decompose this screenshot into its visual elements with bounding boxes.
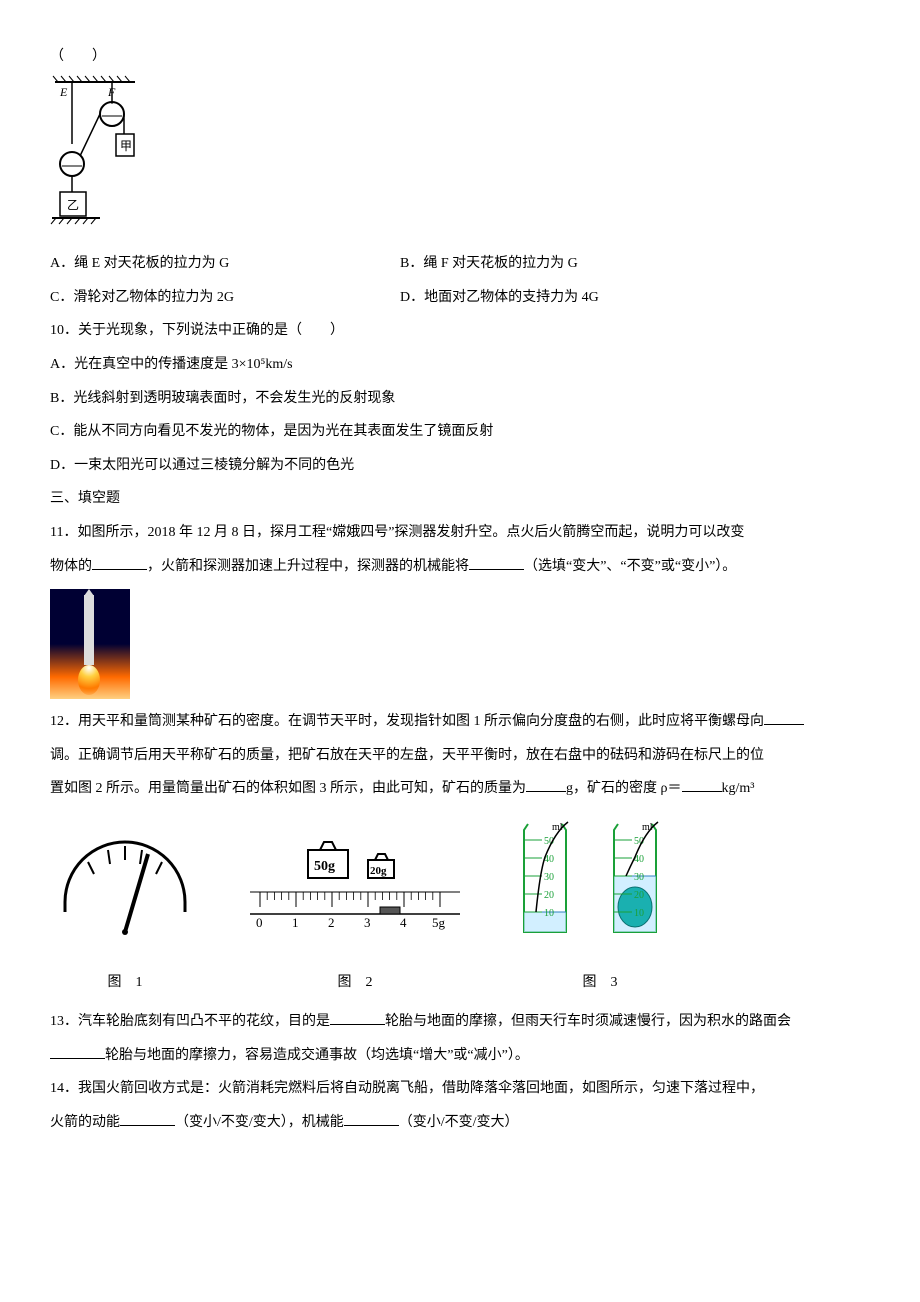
fig3-caption: 图 3 (510, 966, 690, 1000)
q9-optA: A．绳 E 对天花板的拉力为 G (50, 247, 400, 281)
q13-text-1a: 13．汽车轮胎底刻有凹凸不平的花纹，目的是 (50, 1014, 330, 1029)
q11-text-1d: （选填“变大”、“不变”或“变小”）。 (524, 559, 736, 574)
q12-text-1e: kg/m³ (722, 781, 755, 796)
fig2-w2-label: 20g (370, 865, 387, 877)
svg-text:5g: 5g (432, 915, 446, 930)
q10-optC: C．能从不同方向看见不发光的物体，是因为光在其表面发生了镜面反射 (50, 415, 870, 449)
q11-text-1b: 物体的 (50, 559, 92, 574)
fig3-block: 50 40 30 20 10 ml 50 40 30 (510, 812, 690, 999)
q11-blank1 (92, 555, 147, 570)
svg-text:甲: 甲 (120, 139, 132, 153)
fig1-svg (50, 832, 200, 952)
paren-spacer: （ ） (50, 40, 870, 74)
q14-line1: 14．我国火箭回收方式是：火箭消耗完燃料后将自动脱离飞船，借助降落伞落回地面，如… (50, 1072, 870, 1106)
rocket-body-shape (84, 595, 94, 665)
svg-text:4: 4 (400, 915, 407, 930)
q9-options-row1: A．绳 E 对天花板的拉力为 G B．绳 F 对天花板的拉力为 G (50, 247, 870, 281)
q14-blank2 (344, 1111, 399, 1126)
q12-text-1c: 置如图 2 所示。用量筒量出矿石的体积如图 3 所示，由此可知，矿石的质量为 (50, 781, 526, 796)
q14-text-1d: （变小/不变/变大） (399, 1115, 519, 1130)
svg-text:2: 2 (328, 915, 335, 930)
q9-optD: D．地面对乙物体的支持力为 4G (400, 281, 750, 315)
q9-optC: C．滑轮对乙物体的拉力为 2G (50, 281, 400, 315)
q11-blank2 (469, 555, 524, 570)
svg-text:20: 20 (634, 890, 644, 901)
pulley-diagram: E F 甲 乙 (50, 74, 140, 234)
q14-text-1b: 火箭的动能 (50, 1115, 120, 1130)
svg-text:1: 1 (292, 915, 299, 930)
q10-optA: A．光在真空中的传播速度是 3×10⁵km/s (50, 348, 870, 382)
q14-text-1c: （变小/不变/变大），机械能 (175, 1115, 344, 1130)
cylinder-left: 50 40 30 20 10 ml (524, 822, 568, 932)
q10-optB: B．光线斜射到透明玻璃表面时，不会发生光的反射现象 (50, 382, 870, 416)
q13-text-1c: 轮胎与地面的摩擦力，容易造成交通事故（均选填“增大”或“减小”）。 (105, 1048, 529, 1063)
q12-text-1a: 12．用天平和量筒测某种矿石的密度。在调节天平时，发现指针如图 1 所示偏向分度… (50, 714, 764, 729)
q14-line2: 火箭的动能 （变小/不变/变大），机械能 （变小/不变/变大） (50, 1106, 870, 1140)
q12-text-1b: 调。正确调节后用天平称矿石的质量，把矿石放在天平的左盘，天平平衡时，放在右盘中的… (50, 748, 764, 763)
q12-line3: 置如图 2 所示。用量筒量出矿石的体积如图 3 所示，由此可知，矿石的质量为 g，… (50, 772, 870, 806)
q12-blank3 (682, 777, 722, 792)
svg-text:3: 3 (364, 915, 371, 930)
fig3-svg: 50 40 30 20 10 ml 50 40 30 (510, 812, 690, 952)
q11-line1: 11．如图所示，2018 年 12 月 8 日，探月工程“嫦娥四号”探测器发射升… (50, 516, 870, 550)
q11-text-1a: 11．如图所示，2018 年 12 月 8 日，探月工程“嫦娥四号”探测器发射升… (50, 525, 744, 540)
q13-blank2 (50, 1044, 105, 1059)
svg-text:10: 10 (544, 908, 554, 919)
svg-text:0: 0 (256, 915, 263, 930)
svg-text:30: 30 (634, 872, 644, 883)
fig2-svg: 50g 20g 0 1 2 3 (240, 832, 470, 952)
q12-text-1d: g，矿石的密度 ρ＝ (566, 781, 682, 796)
q13-line2: 轮胎与地面的摩擦力，容易造成交通事故（均选填“增大”或“减小”）。 (50, 1039, 870, 1073)
q13-blank1 (330, 1010, 385, 1025)
q13-text-1b: 轮胎与地面的摩擦，但雨天行车时须减速慢行，因为积水的路面会 (385, 1014, 791, 1029)
rocket-flame-shape (78, 665, 100, 695)
q12-blank1 (764, 710, 804, 725)
svg-text:乙: 乙 (67, 198, 79, 212)
q12-line1: 12．用天平和量筒测某种矿石的密度。在调节天平时，发现指针如图 1 所示偏向分度… (50, 705, 870, 739)
cylinder-right: 50 40 30 20 10 ml (614, 822, 658, 932)
q12-blank2 (526, 777, 566, 792)
q9-figure: E F 甲 乙 (50, 74, 140, 248)
q13-line1: 13．汽车轮胎底刻有凹凸不平的花纹，目的是 轮胎与地面的摩擦，但雨天行车时须减速慢… (50, 1005, 870, 1039)
svg-text:30: 30 (544, 872, 554, 883)
section-3-title: 三、填空题 (50, 482, 870, 516)
q10-optD: D．一束太阳光可以通过三棱镜分解为不同的色光 (50, 449, 870, 483)
q9-optB: B．绳 F 对天花板的拉力为 G (400, 247, 750, 281)
q14-text-1a: 14．我国火箭回收方式是：火箭消耗完燃料后将自动脱离飞船，借助降落伞落回地面，如… (50, 1081, 764, 1096)
fig2-block: 50g 20g 0 1 2 3 (240, 832, 470, 999)
fig2-caption: 图 2 (240, 966, 470, 1000)
svg-text:E: E (59, 85, 68, 99)
rocket-figure (50, 589, 130, 699)
q12-line2: 调。正确调节后用天平称矿石的质量，把矿石放在天平的左盘，天平平衡时，放在右盘中的… (50, 739, 870, 773)
fig1-block: 图 1 (50, 832, 200, 999)
q11-line2: 物体的 ，火箭和探测器加速上升过程中，探测器的机械能将 （选填“变大”、“不变”或“… (50, 550, 870, 584)
fig2-w1-label: 50g (314, 859, 335, 874)
q14-blank1 (120, 1111, 175, 1126)
fig1-caption: 图 1 (50, 966, 200, 1000)
q12-figure-row: 图 1 50g 20g (50, 812, 870, 999)
q9-options-row2: C．滑轮对乙物体的拉力为 2G D．地面对乙物体的支持力为 4G (50, 281, 870, 315)
q10-stem: 10．关于光现象，下列说法中正确的是（ ） (50, 314, 870, 348)
q11-text-1c: ，火箭和探测器加速上升过程中，探测器的机械能将 (147, 559, 469, 574)
svg-text:20: 20 (544, 890, 554, 901)
svg-text:10: 10 (634, 908, 644, 919)
